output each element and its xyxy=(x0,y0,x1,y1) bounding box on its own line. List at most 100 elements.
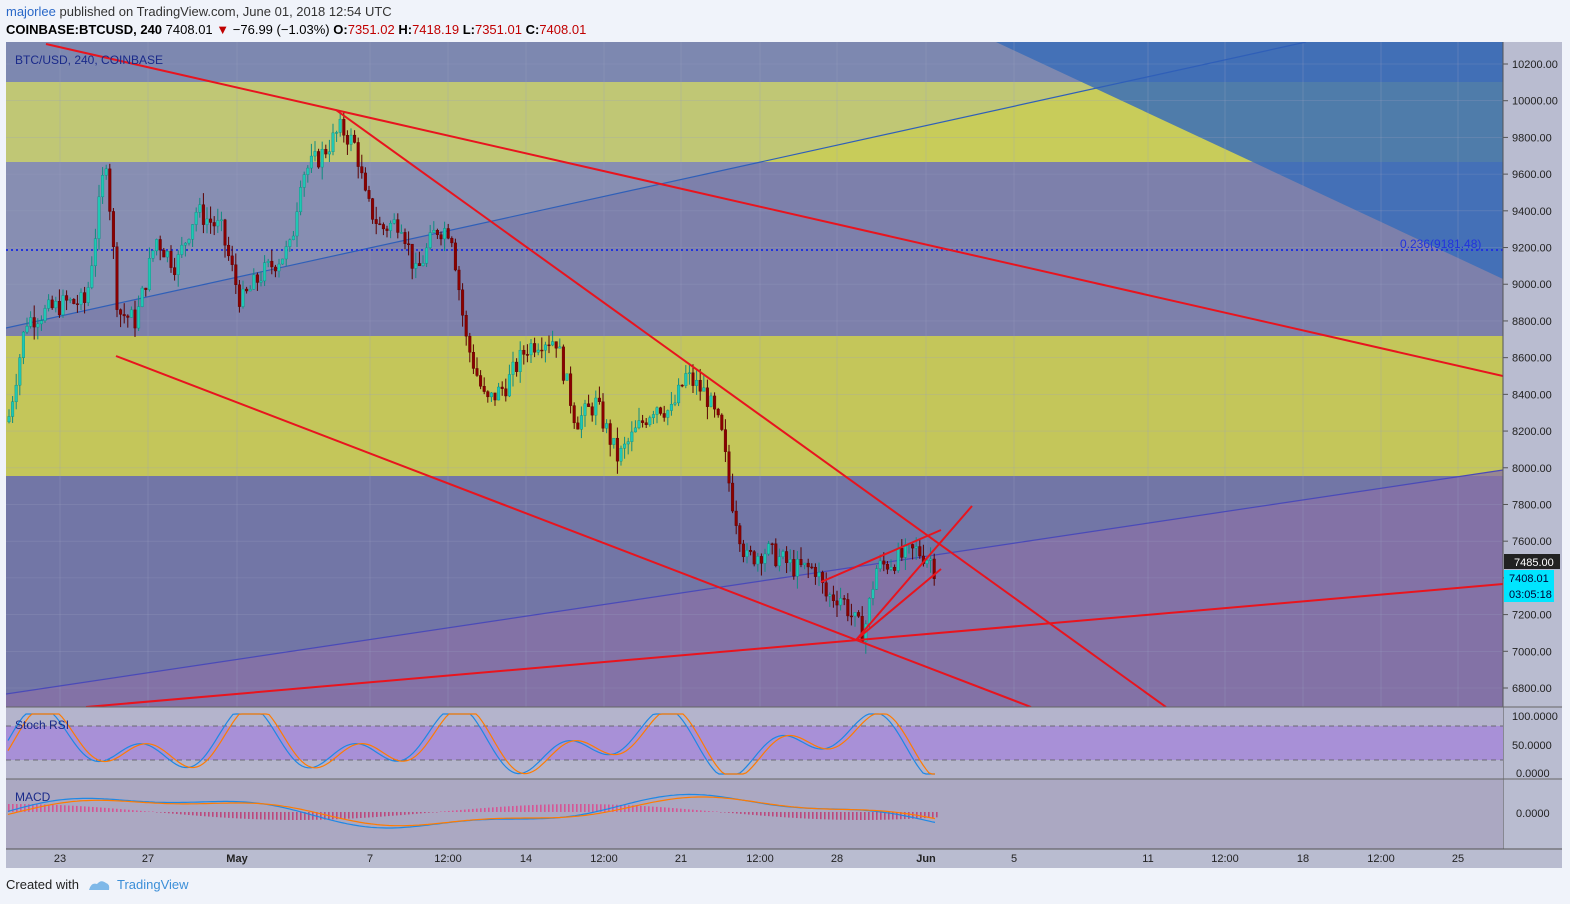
candle-body xyxy=(911,544,915,549)
chart-legend[interactable]: BTC/USD, 240, COINBASE xyxy=(15,53,163,67)
candle-body xyxy=(270,260,274,268)
candle-body xyxy=(846,599,850,617)
lower-support-line[interactable] xyxy=(115,355,1032,707)
horizontal-grid xyxy=(6,63,1503,689)
candle-body xyxy=(540,349,544,352)
candle-body xyxy=(86,287,90,303)
close-value: 7408.01 xyxy=(539,22,587,37)
macd-hist-bar xyxy=(148,811,150,812)
candle-body xyxy=(630,431,634,442)
macd-hist-bar xyxy=(172,812,174,814)
candle-body xyxy=(749,550,753,552)
candle-body xyxy=(129,309,133,318)
macd-hist-bar xyxy=(344,812,346,819)
macd-hist-bar xyxy=(320,812,322,820)
macd-hist-bar xyxy=(872,812,874,820)
time-tick-label: 12:00 xyxy=(590,853,618,865)
candle-body xyxy=(914,546,918,549)
stoch-rsi-pane[interactable]: Stoch RSI 100.0000 50.0000 0.0000 xyxy=(6,706,1562,780)
price-tick-label: 7200.00 xyxy=(1512,610,1552,622)
macd-hist-bar xyxy=(924,812,926,819)
macd-hist-bar xyxy=(184,812,186,815)
candle-body xyxy=(201,204,205,225)
candle-body xyxy=(7,416,11,423)
macd-title[interactable]: MACD xyxy=(15,790,51,804)
macd-hist-bar xyxy=(568,804,570,812)
candle-body xyxy=(500,386,504,389)
macd-hist-bar xyxy=(784,812,786,818)
macd-pane[interactable]: MACD 0.0000 xyxy=(6,778,1562,849)
macd-hist-bar xyxy=(132,810,134,812)
macd-hist-bar xyxy=(92,806,94,812)
candle-body xyxy=(813,566,817,577)
macd-hist-bar xyxy=(16,804,18,812)
macd-hist-bar xyxy=(828,812,830,820)
falling-trend-line[interactable] xyxy=(335,109,1167,707)
macd-hist-bar xyxy=(684,808,686,812)
wedge-line-upper[interactable] xyxy=(855,505,973,641)
candle-body xyxy=(792,559,796,577)
macd-hist-bar xyxy=(164,812,166,813)
candle-body xyxy=(414,263,418,269)
candle-body xyxy=(795,559,799,577)
macd-hist-bar xyxy=(516,805,518,812)
candle-body xyxy=(705,387,709,407)
macd-hist-bar xyxy=(876,812,878,820)
candle-body xyxy=(713,395,717,410)
author-link[interactable]: majorlee xyxy=(6,4,56,19)
candle-body xyxy=(878,560,882,569)
candle-body xyxy=(583,403,587,416)
time-axis[interactable]: 23 27 May 7 12:00 14 12:00 21 12:00 28 Jun 5 11 12:00… xyxy=(54,853,1464,865)
candle-body xyxy=(90,265,94,288)
wedge-line-top[interactable] xyxy=(820,529,942,583)
macd-hist-bar xyxy=(100,807,102,812)
time-tick-label: 12:00 xyxy=(434,853,462,865)
candle-body xyxy=(677,384,681,404)
macd-hist-bar xyxy=(276,812,278,820)
macd-hist-bar xyxy=(772,812,774,817)
rising-support-line[interactable] xyxy=(85,583,1503,707)
macd-hist-bar xyxy=(352,812,354,819)
macd-hist-bar xyxy=(432,812,434,813)
macd-hist-bar xyxy=(636,805,638,812)
candle-body xyxy=(695,379,699,386)
macd-hist-bar xyxy=(912,812,914,819)
macd-hist-bar xyxy=(12,804,14,812)
candle-body xyxy=(219,219,223,222)
high-label: H: xyxy=(398,22,413,37)
chart-canvas[interactable]: BTC/USD, 240, COINBASE 0.236(9181.48) 10… xyxy=(6,42,1562,868)
candle-body xyxy=(335,132,339,134)
marker-timer: 03:05:18 xyxy=(1509,589,1552,601)
candle-body xyxy=(50,299,54,309)
upper-resistance-line[interactable] xyxy=(45,43,1503,377)
macd-hist-bar xyxy=(548,804,550,812)
macd-hist-bar xyxy=(496,807,498,812)
tradingview-link[interactable]: TradingView xyxy=(87,877,189,892)
macd-axis-0: 0.0000 xyxy=(1516,808,1550,820)
macd-hist-bar xyxy=(552,804,554,812)
time-tick-label: 12:00 xyxy=(746,853,774,865)
candle-body xyxy=(36,323,40,328)
macd-hist-bar xyxy=(292,812,294,820)
time-tick-label: Jun xyxy=(916,853,936,865)
price-pane[interactable]: BTC/USD, 240, COINBASE 0.236(9181.48) xyxy=(6,42,1503,849)
candle-body xyxy=(212,222,216,227)
candle-body xyxy=(824,582,828,597)
symbol-label[interactable]: COINBASE:BTCUSD, 240 xyxy=(6,22,163,37)
macd-hist-bar xyxy=(112,808,114,812)
macd-hist-bar xyxy=(656,806,658,812)
candle-body xyxy=(227,244,231,257)
macd-hist-bar xyxy=(208,812,210,817)
macd-hist-bar xyxy=(520,805,522,812)
rising-blue-line-upper xyxy=(6,42,1307,329)
candle-body xyxy=(25,326,29,333)
candle-body xyxy=(486,391,490,398)
wedge-line-lower[interactable] xyxy=(855,568,942,641)
macd-hist-bar xyxy=(400,812,402,816)
macd-hist-bar xyxy=(672,808,674,812)
macd-hist-bar xyxy=(592,804,594,812)
macd-hist-bar xyxy=(664,807,666,812)
stoch-title[interactable]: Stoch RSI xyxy=(15,718,69,732)
candle-body xyxy=(345,135,349,145)
candle-body xyxy=(529,343,533,356)
